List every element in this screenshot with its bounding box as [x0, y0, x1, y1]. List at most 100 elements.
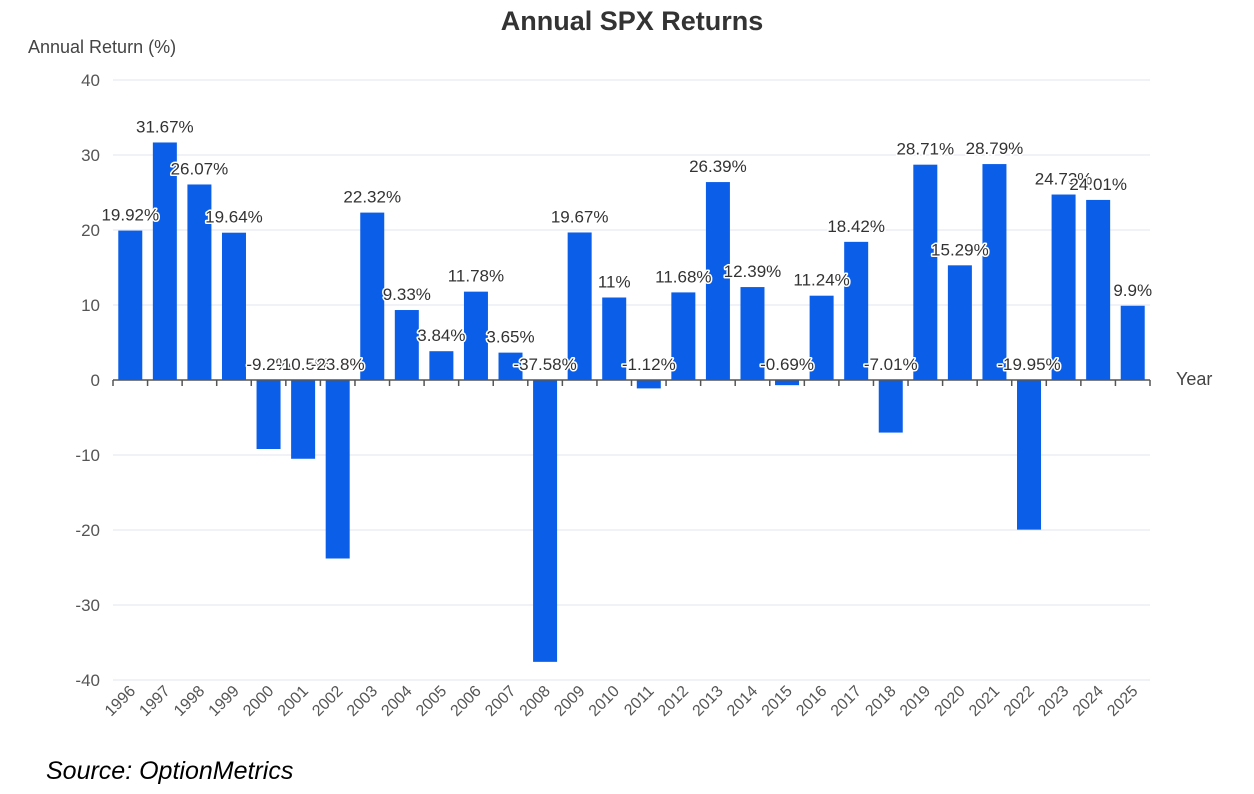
- bar: [463, 291, 488, 380]
- data-label: 11%: [598, 273, 631, 292]
- bar: [740, 287, 765, 380]
- bar: [256, 380, 281, 449]
- data-label: -37.58%: [513, 355, 576, 374]
- data-label: 9.9%: [1113, 281, 1152, 300]
- bar: [152, 142, 177, 380]
- data-label: 19.67%: [551, 207, 609, 226]
- bar: [221, 232, 246, 380]
- chart-title: Annual SPX Returns: [501, 6, 764, 36]
- bar: [291, 380, 316, 459]
- bar: [325, 380, 350, 559]
- data-label: 19.92%: [101, 206, 159, 225]
- x-tick-label: 2024: [1070, 683, 1107, 720]
- x-tick-label: 2025: [1104, 683, 1141, 720]
- bar: [982, 164, 1007, 380]
- x-tick-label: 2016: [793, 683, 830, 720]
- data-label: 26.07%: [171, 159, 229, 178]
- bar: [878, 380, 903, 433]
- x-tick-label: 2005: [413, 683, 450, 720]
- x-tick-label: 2008: [517, 683, 554, 720]
- x-tick-label: 2006: [448, 683, 485, 720]
- bar: [360, 212, 385, 380]
- x-ticks: 1996199719981999200020012002200320042005…: [102, 683, 1142, 720]
- data-label: 26.39%: [689, 157, 747, 176]
- data-label: 24.01%: [1069, 175, 1127, 194]
- data-label: 11.78%: [448, 267, 504, 286]
- data-label: 15.29%: [931, 240, 989, 259]
- bar: [498, 352, 523, 380]
- y-ticks: 40 30 20 10 0 -10 -20 -30 -40: [75, 71, 100, 690]
- y-tick-label: -40: [75, 671, 100, 690]
- data-label: 11.68%: [655, 267, 711, 286]
- bar: [775, 380, 800, 386]
- bar: [636, 380, 661, 389]
- data-label: -19.95%: [997, 355, 1060, 374]
- bar: [671, 292, 696, 380]
- data-label: 9.33%: [383, 285, 431, 304]
- x-tick-label: 2007: [482, 683, 519, 720]
- data-label: -10.5%: [276, 355, 330, 374]
- x-tick-label: 2021: [966, 683, 1003, 720]
- x-tick-label: 2003: [344, 683, 381, 720]
- x-tick-label: 2011: [621, 683, 657, 719]
- data-label: 19.64%: [205, 208, 263, 227]
- y-tick-label: -20: [75, 521, 100, 540]
- x-tick-label: 1998: [171, 683, 208, 720]
- x-tick-label: 2004: [378, 683, 415, 720]
- y-tick-label: -10: [75, 446, 100, 465]
- x-tick-label: 2002: [309, 683, 346, 720]
- x-tick-label: 2023: [1035, 683, 1072, 720]
- bar: [1051, 194, 1076, 380]
- x-tick-label: 2012: [655, 683, 692, 720]
- data-label: -23.8%: [311, 355, 365, 374]
- bar: [913, 164, 938, 380]
- y-tick-label: 0: [91, 371, 100, 390]
- data-label: 28.71%: [896, 140, 954, 159]
- bar: [809, 295, 834, 380]
- x-tick-label: 2017: [828, 683, 865, 720]
- data-label: -9.2%: [246, 355, 290, 374]
- bar: [533, 380, 558, 662]
- x-tick-label: 2018: [862, 683, 899, 720]
- grid-lines: [113, 79, 1150, 681]
- data-label: 12.39%: [724, 262, 782, 281]
- bar: [602, 297, 627, 380]
- x-axis-label: Year: [1176, 369, 1212, 389]
- bar: [567, 232, 592, 380]
- x-tick-label: 2010: [586, 683, 623, 720]
- x-tick-label: 2014: [724, 683, 761, 720]
- x-tick-label: 1997: [136, 683, 173, 720]
- x-tick-label: 1999: [206, 683, 243, 720]
- x-tick-label: 2009: [551, 683, 588, 720]
- bar: [1017, 380, 1042, 530]
- y-axis-label: Annual Return (%): [28, 37, 176, 57]
- y-tick-label: 30: [81, 146, 100, 165]
- y-tick-label: 10: [81, 296, 100, 315]
- data-label: 22.32%: [343, 188, 401, 207]
- data-labels: 19.92% 31.67% 26.07% 19.64% -9.2%-10.5%-23.8…: [100, 116, 1154, 376]
- x-tick-label: 2019: [897, 683, 934, 720]
- x-tick-label: 2022: [1001, 683, 1038, 720]
- data-label: -0.69%: [760, 355, 814, 374]
- data-label: 3.84%: [417, 326, 465, 345]
- x-tick-label: 2015: [759, 683, 796, 720]
- x-tick-label: 2013: [690, 683, 727, 720]
- bars: [118, 142, 1145, 662]
- x-tick-label: 2020: [932, 683, 969, 720]
- bar: [947, 265, 972, 380]
- x-tick-label: 2000: [240, 683, 277, 720]
- data-label: 28.79%: [966, 139, 1024, 158]
- data-label: 3.65%: [486, 328, 534, 347]
- data-label: -7.01%: [864, 355, 918, 374]
- data-label: -1.12%: [622, 355, 676, 374]
- data-label: 31.67%: [136, 117, 194, 136]
- bar: [394, 310, 419, 380]
- x-tick-label: 1996: [102, 683, 139, 720]
- bar: [118, 230, 143, 380]
- x-tick-label: 2001: [275, 683, 312, 720]
- bar: [705, 182, 730, 380]
- bar: [1120, 305, 1145, 380]
- x-axis: [112, 379, 1151, 386]
- y-tick-label: 40: [81, 71, 100, 90]
